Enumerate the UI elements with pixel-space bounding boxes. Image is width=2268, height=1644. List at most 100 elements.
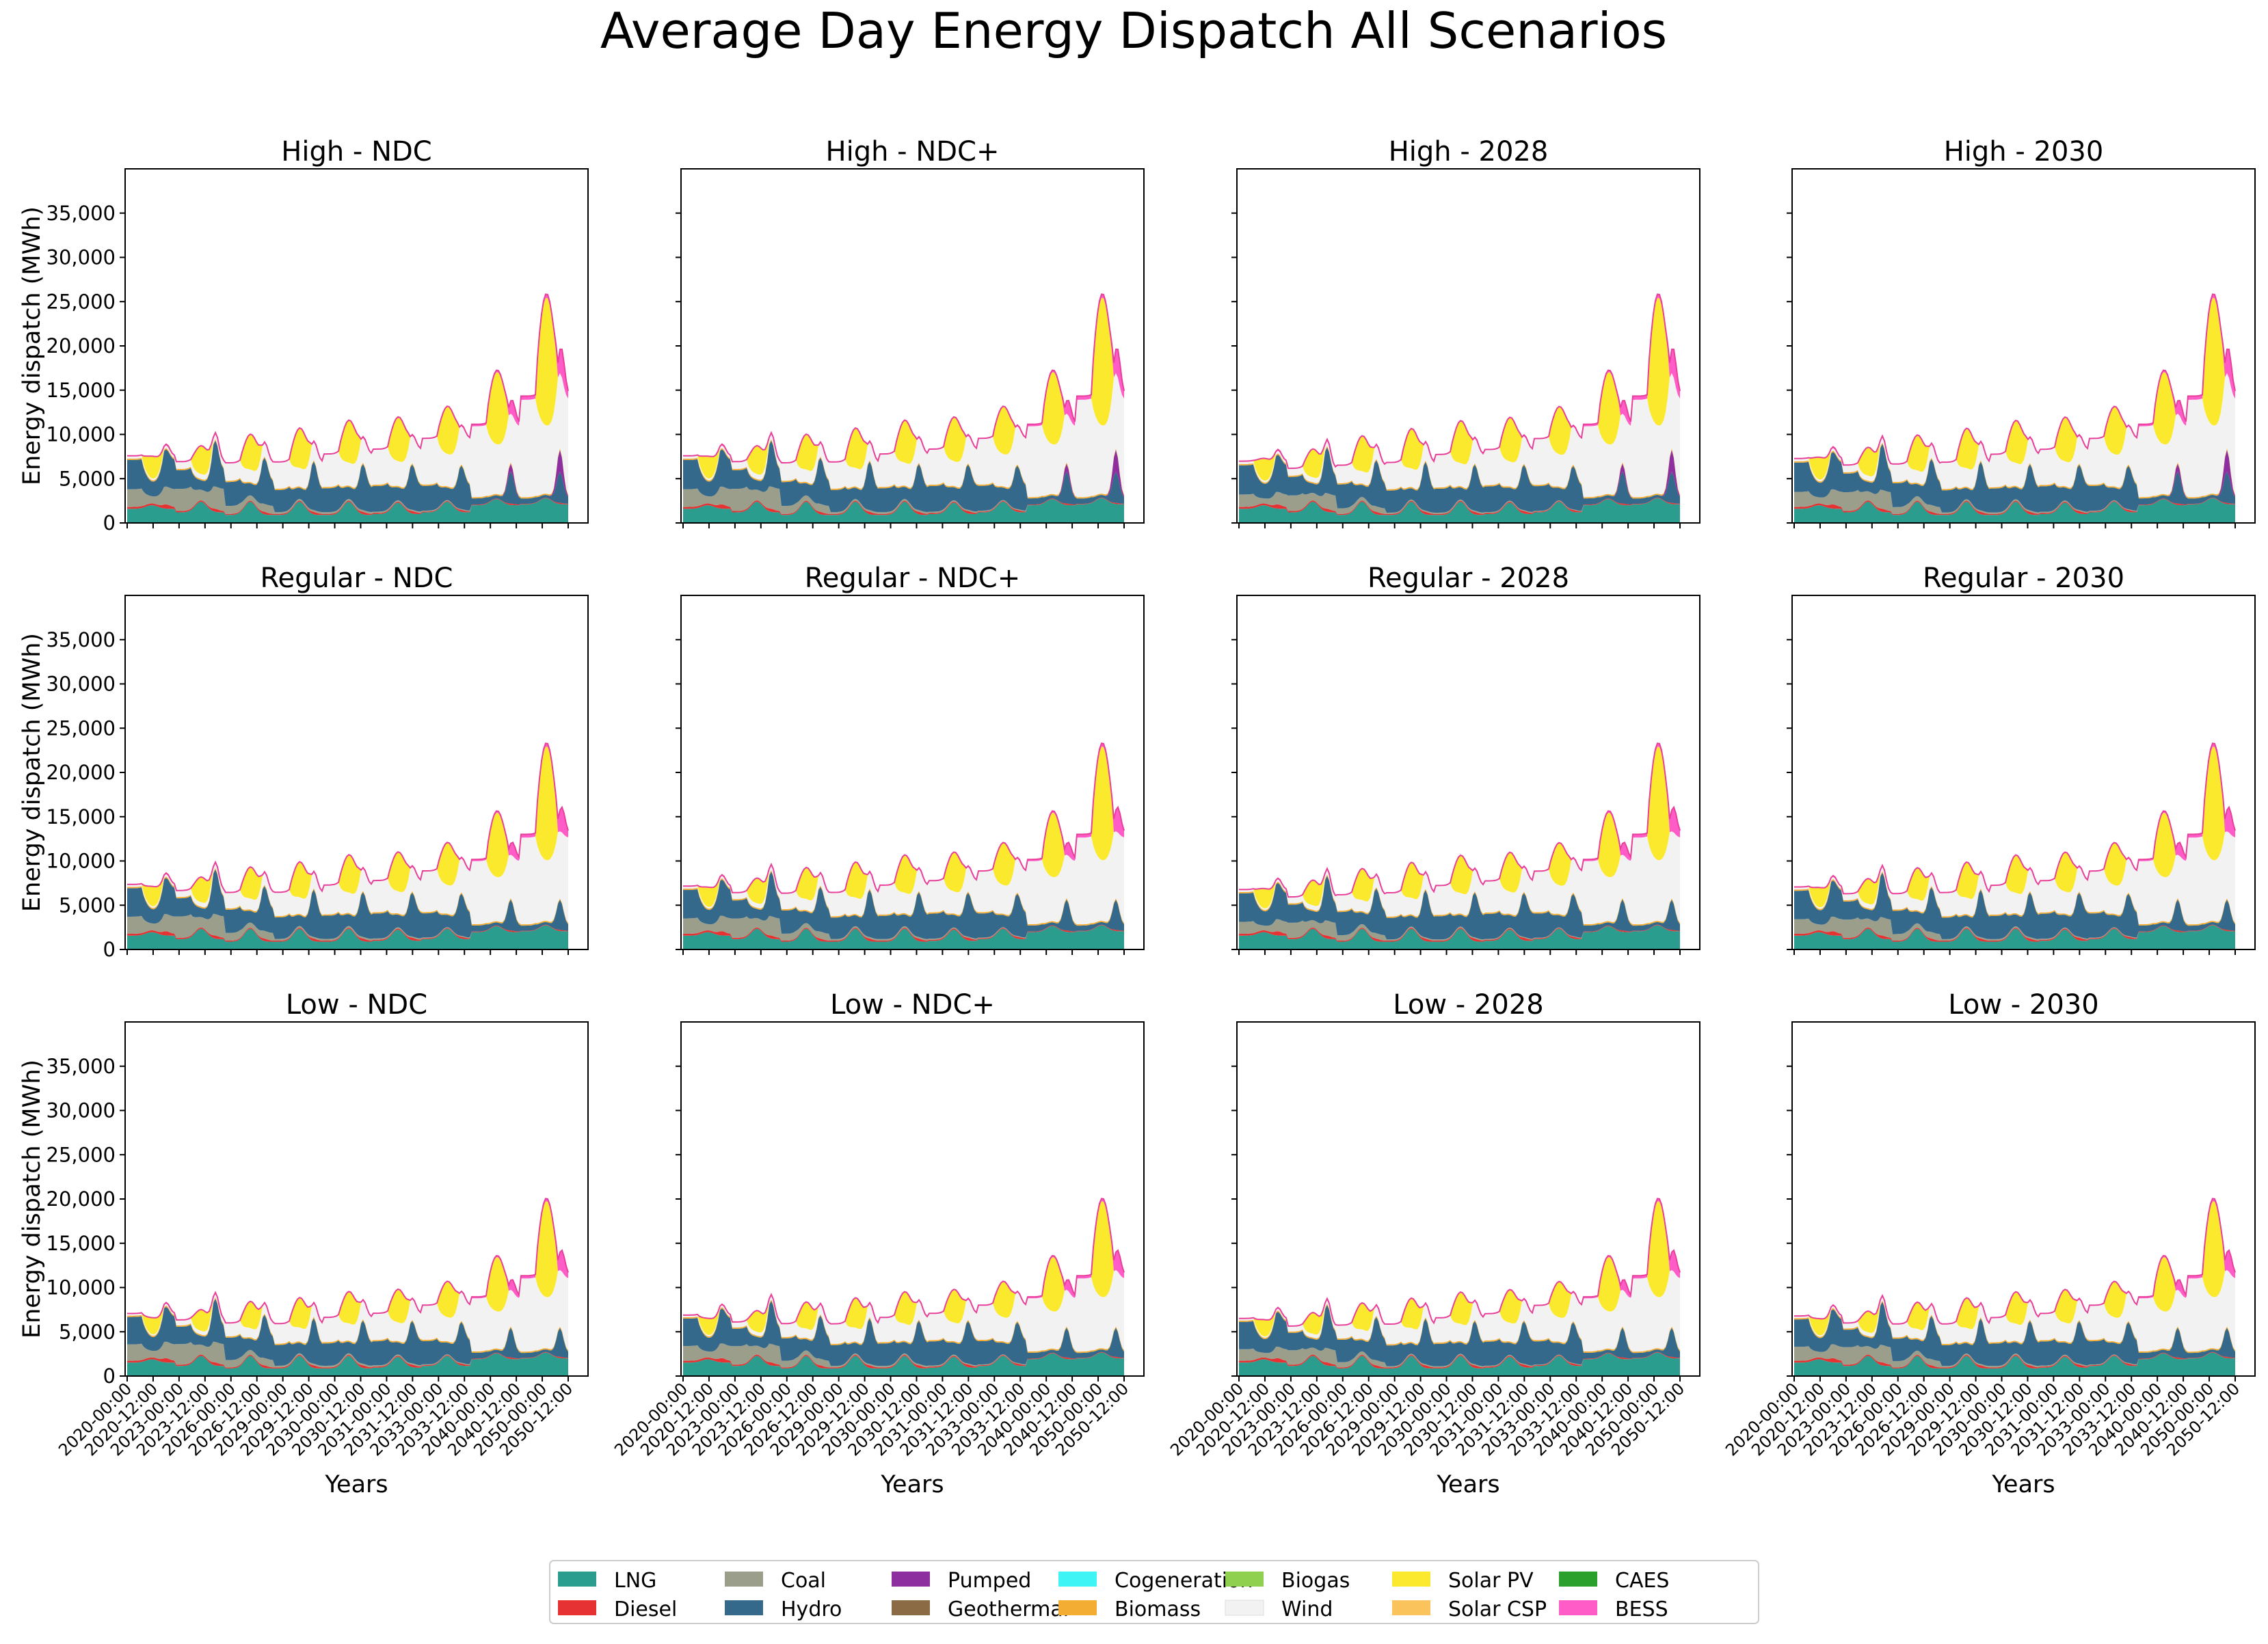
area-wind-regular-ndc <box>127 831 568 925</box>
panel-title: Low - 2030 <box>1948 989 2098 1021</box>
total-line-regular-2028 <box>1239 742 1681 898</box>
y-tick-label: 10,000 <box>46 1276 116 1299</box>
area-lng-regular-2028 <box>1239 925 1680 949</box>
area-coal-high-ndc <box>127 486 568 514</box>
legend-swatch <box>725 1600 763 1615</box>
area-wind-high-2028 <box>1239 373 1680 498</box>
legend-label: Pumped <box>948 1569 1031 1593</box>
y-tick-label: 35,000 <box>46 628 116 651</box>
area-hydro-high-ndc <box>683 440 1124 513</box>
area-wind-regular-2028 <box>1239 831 1680 925</box>
area-wind-regular-ndc <box>683 831 1124 925</box>
area-diesel-high-2028 <box>1239 498 1680 515</box>
area-wind-low-2030 <box>1794 1270 2235 1352</box>
area-biomass-high-ndc <box>127 439 568 499</box>
y-tick-label: 20,000 <box>46 761 116 784</box>
legend-swatch <box>892 1600 930 1615</box>
area-hydro-high-2030 <box>1794 444 2235 513</box>
area-coal-regular-ndc <box>127 913 568 941</box>
area-wind-low-ndc <box>127 1270 568 1352</box>
panel-title: High - NDC <box>281 136 431 167</box>
x-axis-label: Years <box>880 1471 944 1498</box>
x-axis-label: Years <box>1991 1471 2055 1498</box>
panel-title: High - 2028 <box>1389 136 1549 167</box>
panel-title: Low - NDC <box>286 989 427 1021</box>
y-tick-label: 10,000 <box>46 850 116 873</box>
total-line-high-ndc <box>127 293 569 463</box>
y-axis-label: Energy dispatch (MWh) <box>18 206 46 485</box>
area-coal-regular-ndc <box>683 915 1124 941</box>
legend-item-biogas: Biogas <box>1225 1569 1350 1593</box>
legend-label: BESS <box>1615 1598 1668 1621</box>
y-tick-label: 0 <box>103 1364 116 1388</box>
area-solar-pv-regular-2028 <box>1239 746 1680 908</box>
area-solar-pv-low-2030 <box>1794 1201 2235 1336</box>
panel-high-2028: High - 2028 <box>1231 136 1700 528</box>
panel-grid: High - NDC 0 5,000 10,000 15,000 20,000 25,000… <box>18 136 2256 1498</box>
legend-item-caes: CAES <box>1559 1569 1669 1593</box>
y-tick-label: 30,000 <box>46 1099 116 1122</box>
total-line-regular-ndc <box>683 742 1125 894</box>
area-lng-low-2028 <box>1239 1352 1680 1376</box>
area-coal-high-2030 <box>1794 489 2235 514</box>
y-axis-label: Energy dispatch (MWh) <box>18 633 46 912</box>
panel-regular-ndc: Regular - NDC+ <box>676 563 1145 955</box>
area-lng-low-ndc <box>683 1352 1124 1376</box>
area-hydro-high-2028 <box>1239 447 1680 513</box>
area-diesel-regular-ndc <box>127 924 568 942</box>
panel-title: High - NDC+ <box>826 136 1000 167</box>
area-lng-high-ndc <box>127 498 568 523</box>
y-tick-label: 25,000 <box>46 290 116 313</box>
x-axis-label: Years <box>1436 1471 1499 1498</box>
area-coal-low-2030 <box>1794 1344 2235 1368</box>
y-tick-label: 30,000 <box>46 246 116 269</box>
legend-swatch <box>1559 1600 1597 1615</box>
panel-title: Regular - 2028 <box>1368 563 1569 594</box>
total-line-low-2030 <box>1794 1198 2236 1325</box>
area-diesel-low-ndc <box>683 1351 1124 1369</box>
area-diesel-low-2030 <box>1794 1351 2235 1369</box>
legend-swatch <box>1225 1572 1264 1587</box>
panel-regular-2028: Regular - 2028 <box>1231 563 1700 955</box>
legend-label: CAES <box>1615 1569 1669 1593</box>
y-tick-label: 25,000 <box>46 1143 116 1166</box>
area-lng-regular-2030 <box>1794 925 2235 949</box>
legend-swatch <box>725 1572 763 1587</box>
legend: LNGDieselCoalHydroPumpedGeothermalCogene… <box>549 1560 1759 1624</box>
legend-label: Biomass <box>1115 1598 1201 1621</box>
area-hydro-regular-ndc <box>683 871 1124 939</box>
area-hydro-low-ndc <box>683 1300 1124 1366</box>
area-solar-pv-high-ndc <box>127 297 568 479</box>
area-lng-high-2030 <box>1794 498 2235 523</box>
area-hydro-regular-ndc <box>127 869 568 939</box>
area-diesel-high-ndc <box>683 498 1124 515</box>
area-biomass-low-ndc <box>127 1297 568 1353</box>
area-diesel-low-ndc <box>127 1351 568 1369</box>
area-wind-regular-2030 <box>1794 831 2235 925</box>
total-line-low-ndc <box>683 1198 1125 1325</box>
area-diesel-regular-2028 <box>1239 924 1680 942</box>
area-wind-low-ndc <box>683 1270 1124 1352</box>
legend-item-lng: LNG <box>558 1569 656 1593</box>
area-wind-low-2028 <box>1239 1270 1680 1352</box>
panel-regular-2030: Regular - 2030 <box>1787 563 2256 955</box>
legend-label: Diesel <box>614 1598 677 1621</box>
area-hydro-high-ndc <box>127 440 568 513</box>
area-hydro-low-ndc <box>127 1298 568 1366</box>
area-coal-low-ndc <box>127 1341 568 1368</box>
total-line-high-2028 <box>1239 293 1681 470</box>
area-wind-high-ndc <box>683 373 1124 498</box>
legend-label: Biogas <box>1281 1569 1350 1593</box>
area-lng-high-ndc <box>683 498 1124 523</box>
y-tick-label: 20,000 <box>46 1187 116 1211</box>
legend-swatch <box>1225 1600 1264 1616</box>
legend-swatch <box>1392 1600 1430 1615</box>
total-line-high-ndc <box>683 293 1125 463</box>
legend-item-diesel: Diesel <box>558 1598 677 1621</box>
y-tick-label: 15,000 <box>46 1232 116 1255</box>
y-axis-label: Energy dispatch (MWh) <box>18 1060 46 1338</box>
area-biomass-high-ndc <box>683 439 1124 499</box>
y-tick-label: 10,000 <box>46 423 116 446</box>
y-tick-label: 35,000 <box>46 1055 116 1078</box>
